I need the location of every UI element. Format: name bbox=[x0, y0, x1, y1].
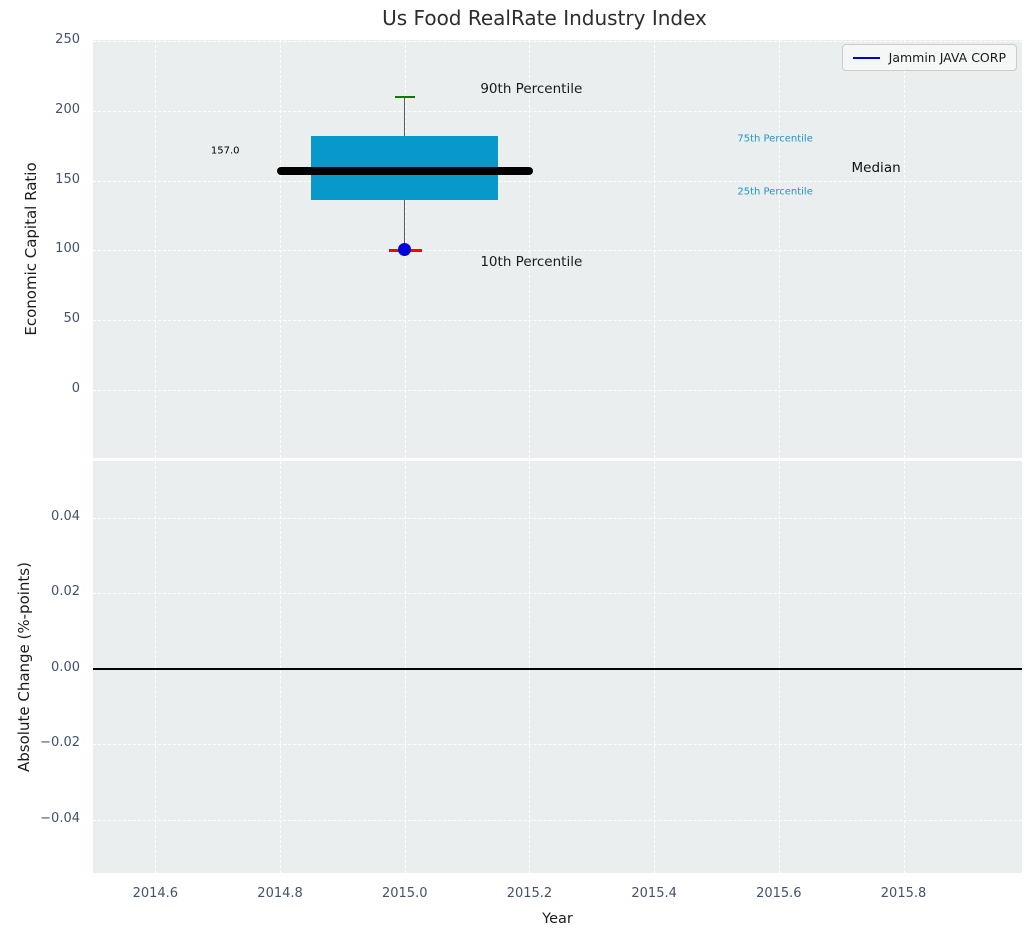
top-axes: Jammin JAVA CORP 157.0 90th Percentile 10t… bbox=[93, 40, 1022, 458]
gridline-horizontal bbox=[93, 250, 1022, 252]
xtick-label: 2015.0 bbox=[381, 886, 428, 901]
gridline-vertical bbox=[654, 40, 656, 458]
cap-90th-percentile bbox=[394, 95, 415, 99]
legend-label: Jammin JAVA CORP bbox=[888, 50, 1006, 65]
annotation-p90-label: 90th Percentile bbox=[480, 80, 583, 97]
company-data-point bbox=[398, 242, 412, 256]
xtick-label: 2014.8 bbox=[257, 886, 303, 901]
gridline-vertical bbox=[778, 461, 780, 873]
gridline-horizontal bbox=[93, 820, 1022, 822]
chart-title: Us Food RealRate Industry Index bbox=[382, 6, 707, 30]
gridline-vertical bbox=[155, 461, 157, 873]
bottom-ytick-label: −0.04 bbox=[40, 811, 80, 827]
gridline-vertical bbox=[529, 461, 531, 873]
median-line bbox=[276, 166, 533, 175]
annotation-p75-label: 75th Percentile bbox=[737, 133, 813, 145]
gridline-vertical bbox=[280, 461, 282, 873]
gridline-horizontal bbox=[93, 517, 1022, 519]
x-axis-label: Year bbox=[542, 911, 573, 927]
gridline-vertical bbox=[778, 40, 780, 458]
annotation-p10-label: 10th Percentile bbox=[480, 253, 583, 270]
bottom-ytick-label: 0.02 bbox=[51, 584, 80, 600]
bottom-ytick-label: −0.02 bbox=[40, 735, 80, 751]
gridline-vertical bbox=[155, 40, 157, 458]
xtick-label: 2014.6 bbox=[132, 886, 179, 901]
annotation-p25-label: 25th Percentile bbox=[737, 186, 813, 198]
gridline-vertical bbox=[903, 461, 905, 873]
gridline-horizontal bbox=[93, 744, 1022, 746]
bottom-ytick-label: 0.00 bbox=[51, 659, 80, 675]
bottom-ytick-label: 0.04 bbox=[51, 508, 80, 524]
xtick-label: 2015.2 bbox=[506, 886, 553, 901]
gridline-horizontal bbox=[93, 389, 1022, 391]
xtick-label: 2015.6 bbox=[756, 886, 802, 901]
gridline-vertical bbox=[903, 40, 905, 458]
gridline-vertical bbox=[280, 40, 282, 458]
top-ytick-label: 100 bbox=[55, 241, 80, 257]
gridline-horizontal bbox=[93, 111, 1022, 113]
top-ytick-label: 0 bbox=[71, 380, 80, 396]
xtick-label: 2015.8 bbox=[880, 886, 927, 901]
top-ytick-label: 50 bbox=[63, 311, 80, 327]
gridline-horizontal bbox=[93, 320, 1022, 322]
bottom-y-axis-label: Absolute Change (%-points) bbox=[15, 562, 33, 772]
gridline-horizontal bbox=[93, 41, 1022, 43]
top-ytick-label: 200 bbox=[55, 102, 80, 118]
legend-line-swatch-icon bbox=[852, 56, 880, 59]
bottom-axes bbox=[93, 461, 1022, 873]
annotation-median-value-label: 157.0 bbox=[210, 145, 240, 157]
top-ytick-label: 250 bbox=[55, 32, 80, 48]
annotation-median-label: Median bbox=[851, 160, 901, 177]
gridline-horizontal bbox=[93, 593, 1022, 595]
top-ytick-label: 150 bbox=[55, 171, 80, 187]
gridline-horizontal bbox=[93, 180, 1022, 182]
gridline-vertical bbox=[404, 461, 406, 873]
xtick-label: 2015.4 bbox=[631, 886, 677, 901]
legend: Jammin JAVA CORP bbox=[841, 44, 1017, 71]
gridline-vertical bbox=[529, 40, 531, 458]
zero-reference-line bbox=[93, 668, 1022, 670]
gridline-vertical bbox=[654, 461, 656, 873]
